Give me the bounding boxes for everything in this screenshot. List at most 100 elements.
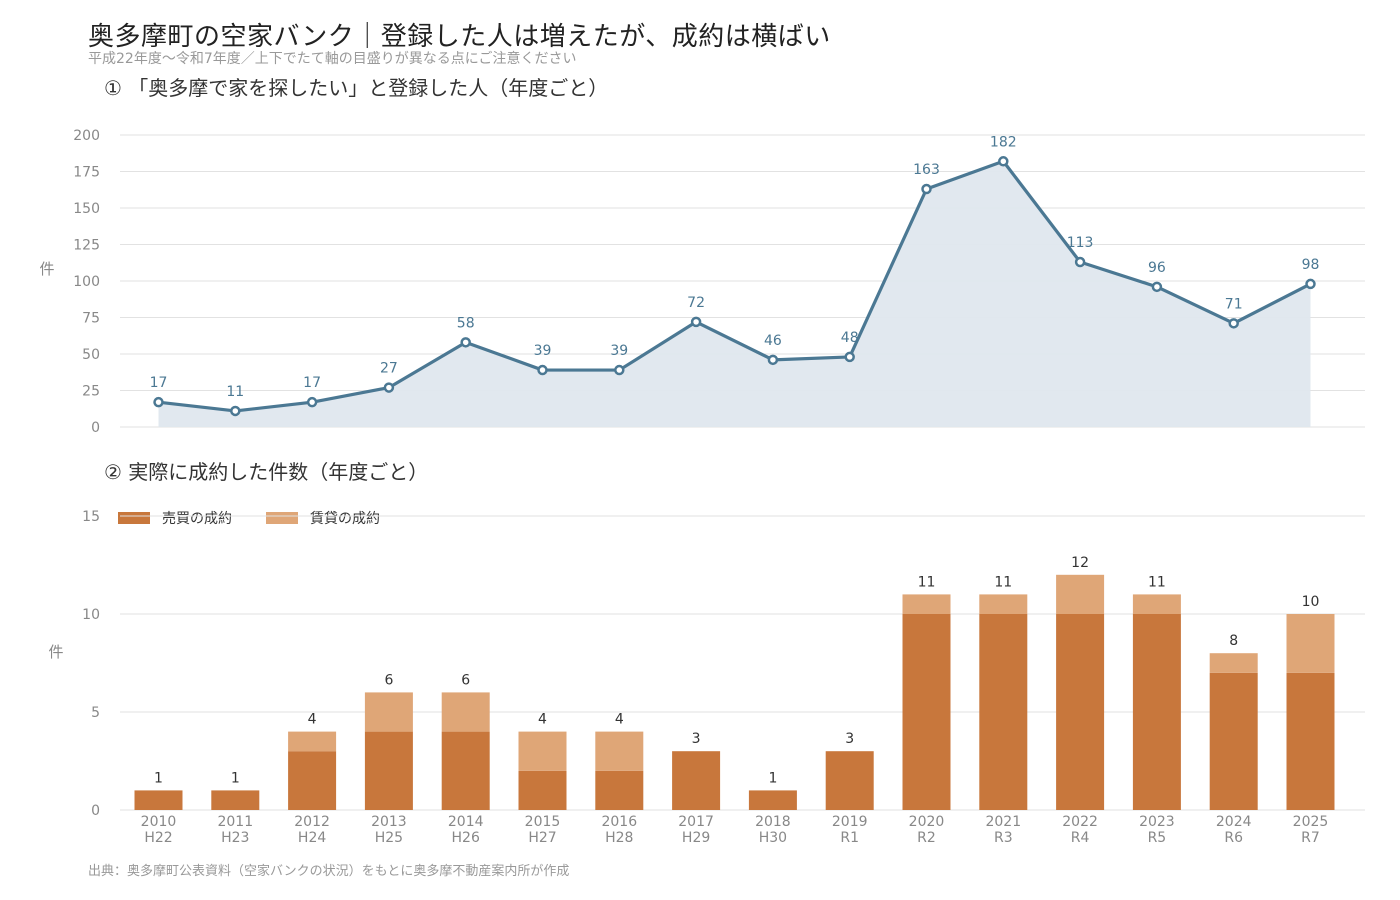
bar-sale bbox=[902, 614, 951, 810]
x-tick-label: 2022 bbox=[1062, 814, 1098, 830]
bar-total-label: 4 bbox=[308, 712, 317, 728]
legend-item-sale: 売買の成約 bbox=[118, 508, 232, 528]
bar-sale bbox=[441, 731, 490, 810]
bar-sale bbox=[748, 790, 797, 810]
bar-sale bbox=[134, 790, 183, 810]
data-point bbox=[153, 396, 164, 408]
x-tick-label: 2018 bbox=[755, 814, 791, 830]
x-tick-sublabel: R1 bbox=[840, 830, 859, 846]
x-tick-sublabel: H22 bbox=[144, 830, 172, 846]
y-tick-label: 0 bbox=[91, 420, 100, 436]
bar-total-label: 6 bbox=[461, 672, 470, 688]
bar-rent bbox=[1286, 614, 1335, 673]
data-label: 11 bbox=[226, 384, 244, 400]
contracts-chart-title: ② 実際に成約した件数（年度ごと） bbox=[104, 460, 429, 484]
bar-total-label: 8 bbox=[1229, 633, 1238, 649]
x-tick-sublabel: R7 bbox=[1301, 830, 1320, 846]
bar-total-label: 10 bbox=[1302, 594, 1320, 610]
data-label: 182 bbox=[990, 134, 1017, 150]
data-point bbox=[921, 183, 932, 195]
bar-total-label: 1 bbox=[231, 770, 240, 786]
x-tick-label: 2021 bbox=[985, 814, 1021, 830]
x-tick-sublabel: H29 bbox=[682, 830, 710, 846]
bar-total-label: 3 bbox=[845, 731, 854, 747]
bar-rent bbox=[1209, 653, 1258, 673]
x-tick-sublabel: R6 bbox=[1224, 830, 1243, 846]
data-label: 113 bbox=[1067, 235, 1094, 251]
bar-sale bbox=[1286, 672, 1335, 810]
bar-total-label: 6 bbox=[384, 672, 393, 688]
contracts-legend: 売買の成約 賃貸の成約 bbox=[118, 508, 380, 528]
page-title: 奥多摩町の空家バンク｜登録した人は増えたが、成約は横ばい bbox=[88, 22, 831, 52]
bar-rent bbox=[518, 731, 567, 771]
x-tick-sublabel: R2 bbox=[917, 830, 936, 846]
bar-sale bbox=[364, 731, 413, 810]
x-tick-sublabel: H28 bbox=[605, 830, 633, 846]
bar-total-label: 4 bbox=[615, 712, 624, 728]
x-tick-sublabel: H23 bbox=[221, 830, 249, 846]
x-tick-label: 2025 bbox=[1293, 814, 1329, 830]
data-point bbox=[844, 351, 855, 363]
y-tick-label: 25 bbox=[82, 384, 100, 400]
data-label: 48 bbox=[841, 330, 859, 346]
y-tick-label: 175 bbox=[73, 165, 100, 181]
x-tick-sublabel: R3 bbox=[994, 830, 1013, 846]
bar-total-label: 11 bbox=[1148, 574, 1166, 590]
data-point bbox=[383, 382, 395, 393]
bar-sale bbox=[1132, 614, 1181, 810]
bar-total-label: 1 bbox=[154, 770, 163, 786]
x-tick-label: 2020 bbox=[909, 814, 945, 830]
data-point bbox=[460, 337, 471, 348]
y-tick-label: 0 bbox=[91, 803, 100, 819]
x-tick-label: 2023 bbox=[1139, 814, 1175, 830]
x-tick-label: 2017 bbox=[678, 814, 714, 830]
data-point bbox=[998, 156, 1009, 167]
registrations-area bbox=[158, 161, 1311, 427]
legend-swatch-sale bbox=[118, 512, 150, 524]
x-tick-sublabel: H24 bbox=[298, 830, 326, 846]
y-axis-label: 件 bbox=[48, 643, 63, 661]
x-tick-label: 2016 bbox=[601, 814, 637, 830]
bar-sale bbox=[288, 751, 337, 810]
data-point bbox=[1151, 281, 1163, 293]
data-label: 27 bbox=[380, 361, 398, 377]
bar-sale bbox=[518, 770, 567, 810]
data-label: 98 bbox=[1302, 257, 1320, 273]
y-tick-label: 75 bbox=[82, 311, 100, 327]
x-tick-label: 2019 bbox=[832, 814, 868, 830]
data-label: 163 bbox=[913, 162, 940, 178]
bar-total-label: 12 bbox=[1071, 555, 1089, 571]
bar-total-label: 11 bbox=[994, 574, 1012, 590]
y-axis-label: 件 bbox=[39, 260, 54, 278]
data-point bbox=[690, 316, 702, 328]
x-tick-sublabel: H27 bbox=[528, 830, 556, 846]
x-tick-sublabel: H26 bbox=[452, 830, 480, 846]
bar-sale bbox=[672, 751, 721, 810]
bar-total-label: 4 bbox=[538, 712, 547, 728]
source-note: 出典：奥多摩町公表資料（空家バンクの状況）をもとに奥多摩不動産案内所が作成 bbox=[88, 864, 570, 879]
x-tick-label: 2024 bbox=[1216, 814, 1252, 830]
bar-sale bbox=[595, 770, 644, 810]
x-tick-label: 2015 bbox=[525, 814, 561, 830]
y-tick-label: 15 bbox=[82, 509, 100, 525]
data-point bbox=[230, 405, 241, 417]
registrations-line bbox=[158, 159, 1312, 413]
page-subtitle: 平成22年度〜令和7年度／上下でたて軸の目盛りが異なる点にご注意ください bbox=[88, 51, 577, 67]
data-point bbox=[537, 364, 548, 376]
data-label: 96 bbox=[1148, 260, 1166, 276]
x-tick-label: 2014 bbox=[448, 814, 484, 830]
bar-rent bbox=[364, 692, 413, 732]
data-point bbox=[614, 364, 625, 376]
data-label: 58 bbox=[457, 315, 475, 331]
data-label: 72 bbox=[687, 295, 705, 311]
bar-total-label: 1 bbox=[768, 770, 777, 786]
legend-label-rent: 賃貸の成約 bbox=[310, 511, 380, 527]
x-tick-sublabel: H30 bbox=[759, 830, 787, 846]
bar-rent bbox=[595, 731, 644, 771]
y-tick-label: 125 bbox=[73, 238, 100, 254]
y-tick-label: 200 bbox=[73, 128, 100, 144]
legend-item-rent: 賃貸の成約 bbox=[266, 508, 380, 528]
bar-rent bbox=[1132, 594, 1181, 614]
y-tick-label: 150 bbox=[73, 201, 100, 217]
